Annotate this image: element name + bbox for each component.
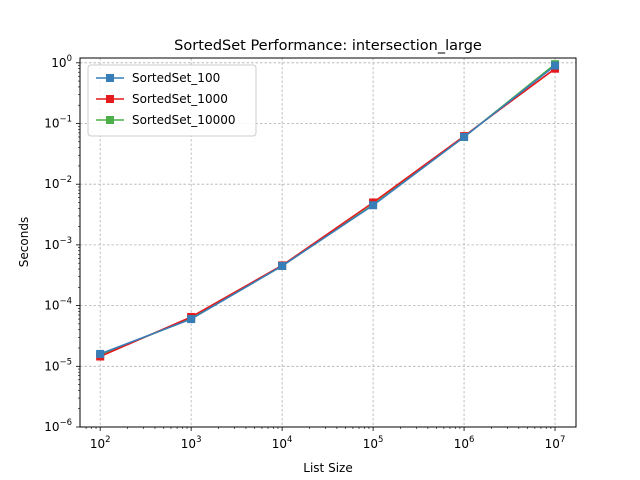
data-point [278, 261, 287, 270]
series-line [99, 64, 556, 355]
legend-label: SortedSet_1000 [132, 92, 228, 106]
legend-label: SortedSet_10000 [132, 113, 235, 127]
x-axis-label: List Size [303, 461, 352, 475]
plot-area-frame [79, 57, 577, 428]
series-layer [96, 60, 560, 361]
data-point [187, 315, 196, 324]
legend-box [87, 64, 257, 137]
y-axis-label: Seconds [17, 217, 31, 267]
data-point [460, 132, 469, 141]
data-point [369, 201, 378, 210]
legend-swatch-marker [106, 116, 114, 124]
grid [80, 58, 576, 428]
legend-swatch-marker [106, 95, 114, 103]
legend-swatch-marker [106, 74, 114, 82]
series-SortedSet_100 [96, 61, 560, 358]
chart-title: SortedSet Performance: intersection_larg… [174, 38, 482, 54]
data-point [551, 61, 560, 70]
data-point [96, 349, 105, 358]
legend: SortedSet_100 SortedSet_1000 SortedSet_100… [87, 64, 257, 137]
legend-label: SortedSet_100 [132, 71, 220, 85]
